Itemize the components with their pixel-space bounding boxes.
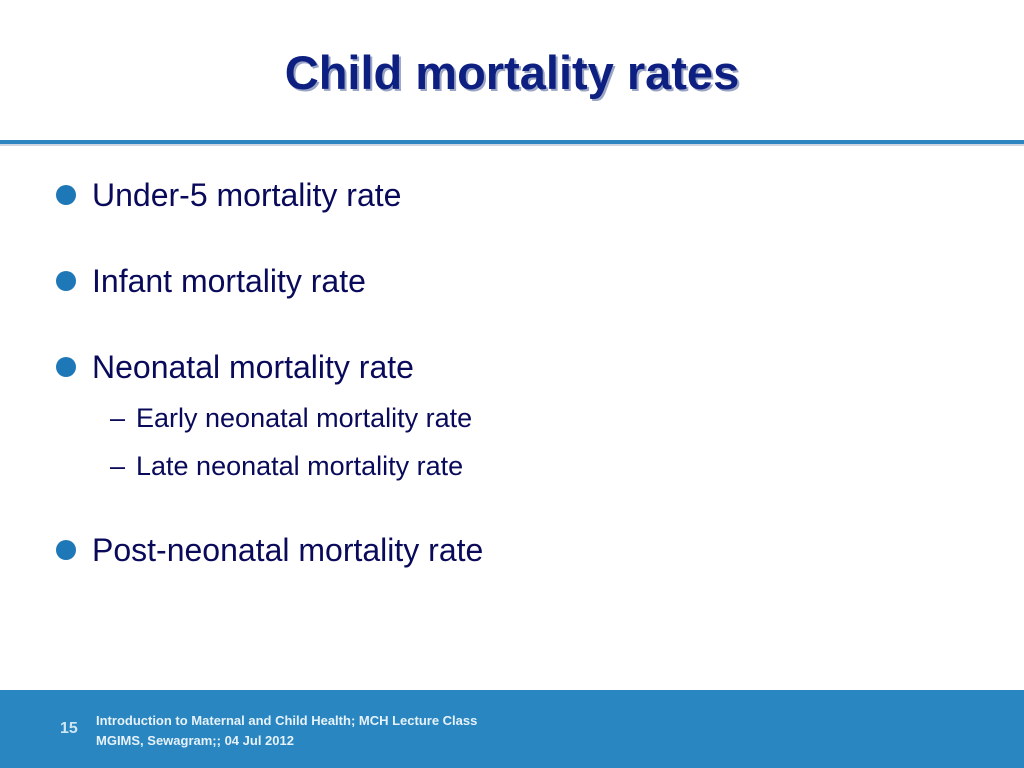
sub-bullet-early-neonatal: – Early neonatal mortality rate bbox=[110, 401, 472, 435]
bullet-dot-icon bbox=[56, 271, 76, 291]
sub-bullet-dash: – bbox=[110, 450, 126, 481]
bullet-item-post-neonatal: Post-neonatal mortality rate bbox=[56, 530, 483, 570]
bullet-text: Neonatal mortality rate bbox=[92, 348, 414, 385]
bullet-text: Under-5 mortality rate bbox=[92, 176, 402, 213]
footer-line-venue-date: MGIMS, Sewagram;; 04 Jul 2012 bbox=[96, 733, 294, 748]
footer-bar bbox=[0, 690, 1024, 768]
bullet-list: Under-5 mortality rate Infant mortality … bbox=[56, 175, 483, 570]
sub-bullet-dash: – bbox=[110, 402, 126, 433]
slide-title: Child mortality rates bbox=[284, 46, 740, 99]
bullet-item-infant: Infant mortality rate bbox=[56, 261, 366, 301]
bullet-dot-icon bbox=[56, 185, 76, 205]
title-divider-shadow bbox=[0, 144, 1024, 146]
page-number: 15 bbox=[60, 720, 78, 737]
title-divider bbox=[0, 140, 1024, 144]
footer-text: Introduction to Maternal and Child Healt… bbox=[96, 711, 477, 751]
sub-bullet-late-neonatal: – Late neonatal mortality rate bbox=[110, 449, 463, 483]
bullet-text: Infant mortality rate bbox=[92, 262, 366, 299]
footer-line-course: Introduction to Maternal and Child Healt… bbox=[96, 713, 478, 728]
bullet-item-under-5: Under-5 mortality rate bbox=[56, 175, 401, 215]
bullet-text: Post-neonatal mortality rate bbox=[92, 531, 484, 568]
bullet-dot-icon bbox=[56, 540, 76, 560]
bullet-dot-icon bbox=[56, 357, 76, 377]
bullet-item-neonatal: Neonatal mortality rate bbox=[56, 347, 414, 387]
sub-bullet-text: Late neonatal mortality rate bbox=[136, 450, 464, 481]
sub-bullet-text: Early neonatal mortality rate bbox=[136, 402, 473, 433]
